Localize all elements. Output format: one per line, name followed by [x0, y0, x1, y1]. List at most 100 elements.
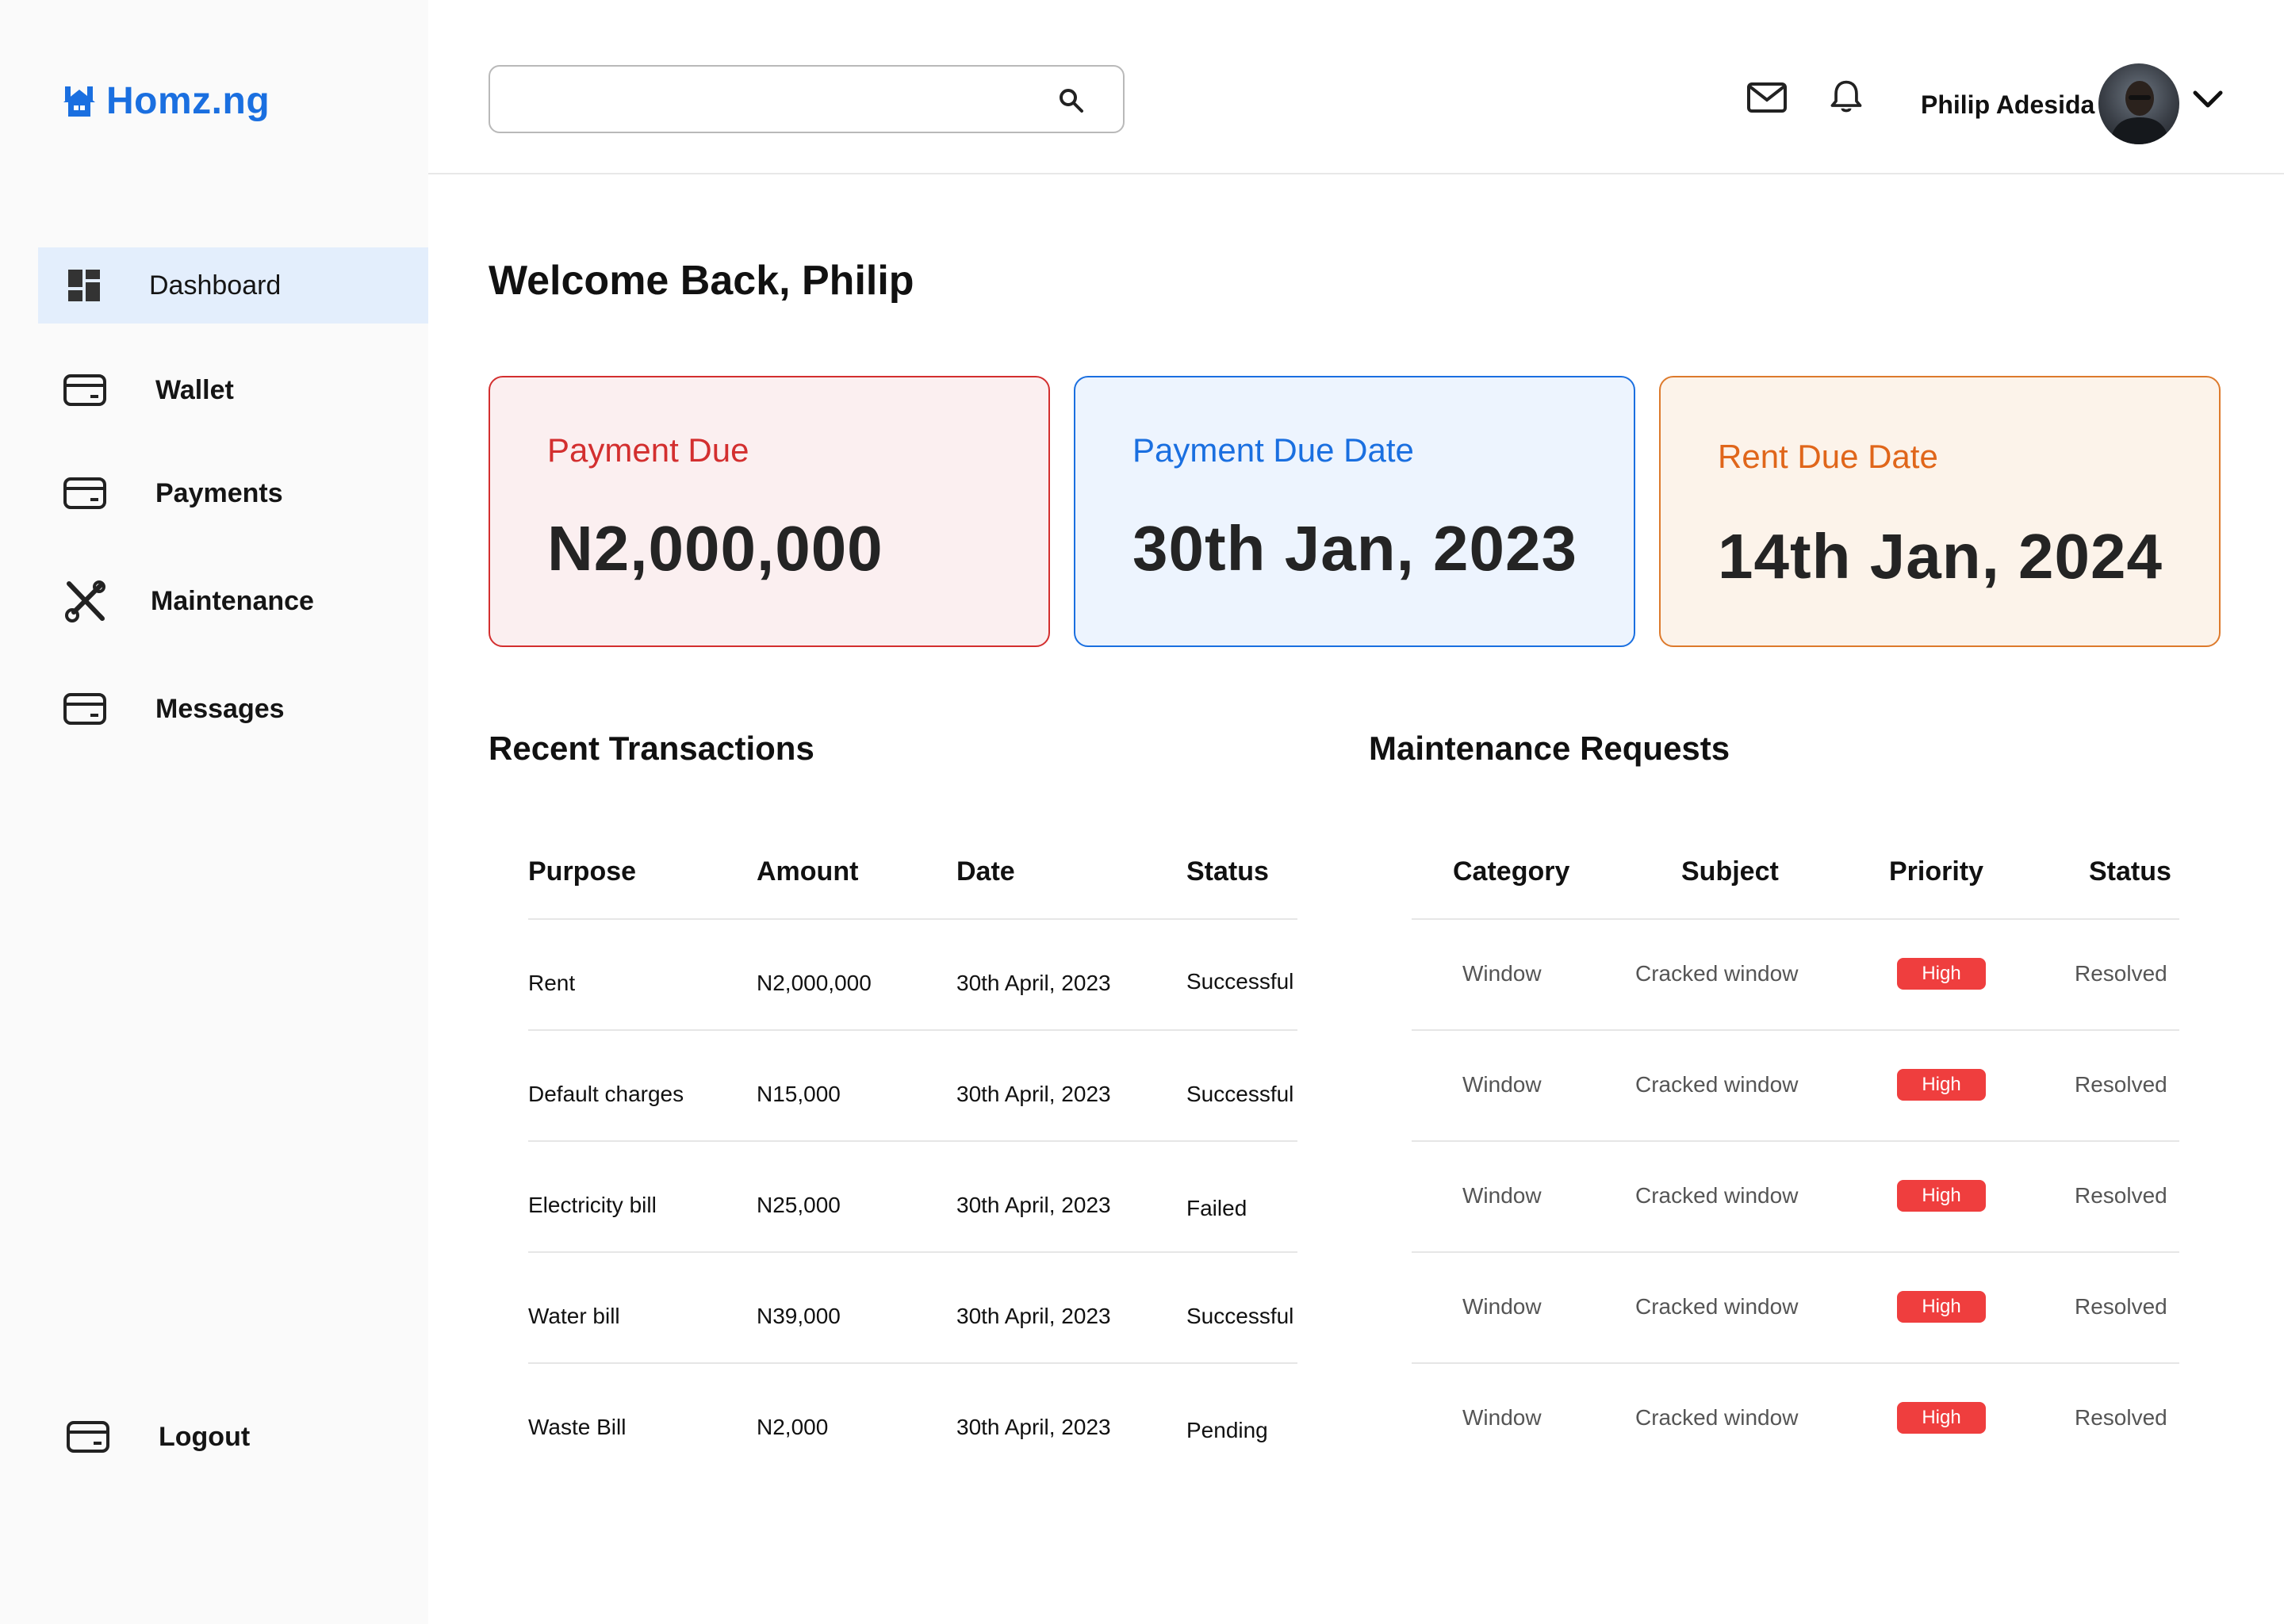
- table-row[interactable]: Electricity bill N25,000 30th April, 202…: [528, 1140, 1297, 1251]
- priority-badge: High: [1897, 958, 1986, 990]
- transactions-title: Recent Transactions: [489, 730, 814, 767]
- sidebar-item-label: Wallet: [155, 374, 234, 405]
- status-cell: Failed: [1186, 1196, 1247, 1220]
- payment-due-date-card: Payment Due Date 30th Jan, 2023: [1074, 376, 1635, 647]
- logout-label: Logout: [159, 1421, 251, 1452]
- card-icon: [62, 686, 108, 732]
- card-icon: [65, 1414, 111, 1460]
- priority-badge: High: [1897, 1402, 1986, 1434]
- column-header: Subject: [1681, 856, 1779, 887]
- table-row[interactable]: Window Cracked window High Resolved: [1412, 918, 2179, 1029]
- tools-icon: [62, 578, 108, 624]
- status-cell: Successful: [1186, 1082, 1294, 1106]
- category-cell: Window: [1462, 961, 1542, 986]
- house-icon: [63, 86, 95, 117]
- status-cell: Resolved: [2075, 1072, 2167, 1097]
- payment-due-card: Payment Due N2,000,000: [489, 376, 1050, 647]
- status-cell: Resolved: [2075, 1294, 2167, 1319]
- table-row[interactable]: Window Cracked window High Resolved: [1412, 1251, 2179, 1362]
- dashboard-icon: [62, 262, 108, 308]
- card-label: Rent Due Date: [1718, 438, 1938, 475]
- priority-badge: High: [1897, 1291, 1986, 1323]
- priority-badge: High: [1897, 1069, 1986, 1101]
- subject-cell: Cracked window: [1635, 1294, 1799, 1319]
- amount-cell: N2,000: [757, 1415, 829, 1439]
- sidebar-item-label: Maintenance: [151, 585, 314, 616]
- column-header: Priority: [1889, 856, 1984, 887]
- card-label: Payment Due Date: [1132, 431, 1414, 469]
- sidebar-item-maintenance[interactable]: Maintenance: [38, 563, 428, 639]
- status-cell: Resolved: [2075, 1405, 2167, 1430]
- top-header: Philip Adesida: [428, 0, 2284, 174]
- maintenance-title: Maintenance Requests: [1369, 730, 1730, 767]
- category-cell: Window: [1462, 1183, 1542, 1208]
- search-box[interactable]: [489, 65, 1125, 133]
- column-header: Date: [956, 856, 1015, 887]
- page-title: Welcome Back, Philip: [489, 258, 914, 304]
- purpose-cell: Electricity bill: [528, 1193, 657, 1217]
- column-header: Amount: [757, 856, 859, 887]
- sidebar-item-wallet[interactable]: Wallet: [38, 352, 428, 428]
- category-cell: Window: [1462, 1072, 1542, 1097]
- avatar[interactable]: [2098, 63, 2179, 144]
- date-cell: 30th April, 2023: [956, 1304, 1111, 1328]
- table-row[interactable]: Window Cracked window High Resolved: [1412, 1140, 2179, 1251]
- table-row[interactable]: Window Cracked window High Resolved: [1412, 1029, 2179, 1140]
- card-value: 14th Jan, 2024: [1718, 521, 2163, 592]
- category-cell: Window: [1462, 1294, 1542, 1319]
- sidebar-item-label: Dashboard: [149, 270, 282, 301]
- subject-cell: Cracked window: [1635, 1072, 1799, 1097]
- card-label: Payment Due: [547, 431, 749, 469]
- table-row[interactable]: Rent N2,000,000 30th April, 2023 Success…: [528, 918, 1297, 1029]
- column-header: Category: [1453, 856, 1570, 887]
- purpose-cell: Rent: [528, 971, 576, 995]
- amount-cell: N2,000,000: [757, 971, 872, 995]
- user-name[interactable]: Philip Adesida: [1921, 90, 2095, 119]
- mail-icon[interactable]: [1746, 79, 1788, 117]
- sidebar-item-messages[interactable]: Messages: [38, 671, 428, 747]
- column-header: Status: [2089, 856, 2171, 887]
- amount-cell: N15,000: [757, 1082, 841, 1106]
- purpose-cell: Default charges: [528, 1082, 684, 1106]
- date-cell: 30th April, 2023: [956, 1082, 1111, 1106]
- table-row[interactable]: Window Cracked window High Resolved: [1412, 1362, 2179, 1473]
- user-photo: [2110, 81, 2170, 144]
- rent-due-date-card: Rent Due Date 14th Jan, 2024: [1659, 376, 2221, 647]
- status-cell: Successful: [1186, 969, 1294, 994]
- chevron-down-icon[interactable]: [2192, 89, 2224, 109]
- card-value: N2,000,000: [547, 513, 883, 584]
- card-icon: [62, 470, 108, 516]
- sidebar: Homz.ng Dashboard Wallet Payments: [0, 0, 428, 1624]
- table-row[interactable]: Waste Bill N2,000 30th April, 2023 Pendi…: [528, 1362, 1297, 1473]
- status-cell: Resolved: [2075, 961, 2167, 986]
- status-cell: Successful: [1186, 1304, 1294, 1328]
- status-cell: Pending: [1186, 1418, 1268, 1442]
- search-icon[interactable]: [1058, 87, 1085, 114]
- subject-cell: Cracked window: [1635, 1405, 1799, 1430]
- category-cell: Window: [1462, 1405, 1542, 1430]
- bell-icon[interactable]: [1826, 78, 1867, 116]
- amount-cell: N25,000: [757, 1193, 841, 1217]
- logout-button[interactable]: Logout: [38, 1399, 428, 1475]
- sidebar-item-label: Messages: [155, 693, 285, 724]
- purpose-cell: Water bill: [528, 1304, 620, 1328]
- sidebar-item-label: Payments: [155, 477, 283, 508]
- sidebar-item-dashboard[interactable]: Dashboard: [38, 247, 428, 324]
- purpose-cell: Waste Bill: [528, 1415, 627, 1439]
- column-header: Status: [1186, 856, 1269, 887]
- brand-logo[interactable]: Homz.ng: [62, 79, 270, 123]
- table-row[interactable]: Water bill N39,000 30th April, 2023 Succ…: [528, 1251, 1297, 1362]
- column-header: Purpose: [528, 856, 637, 887]
- subject-cell: Cracked window: [1635, 961, 1799, 986]
- status-cell: Resolved: [2075, 1183, 2167, 1208]
- card-icon: [62, 367, 108, 413]
- date-cell: 30th April, 2023: [956, 971, 1111, 995]
- brand-name: Homz.ng: [106, 80, 270, 122]
- subject-cell: Cracked window: [1635, 1183, 1799, 1208]
- search-input[interactable]: [509, 81, 1033, 119]
- priority-badge: High: [1897, 1180, 1986, 1212]
- date-cell: 30th April, 2023: [956, 1193, 1111, 1217]
- date-cell: 30th April, 2023: [956, 1415, 1111, 1439]
- table-row[interactable]: Default charges N15,000 30th April, 2023…: [528, 1029, 1297, 1140]
- sidebar-item-payments[interactable]: Payments: [38, 455, 428, 531]
